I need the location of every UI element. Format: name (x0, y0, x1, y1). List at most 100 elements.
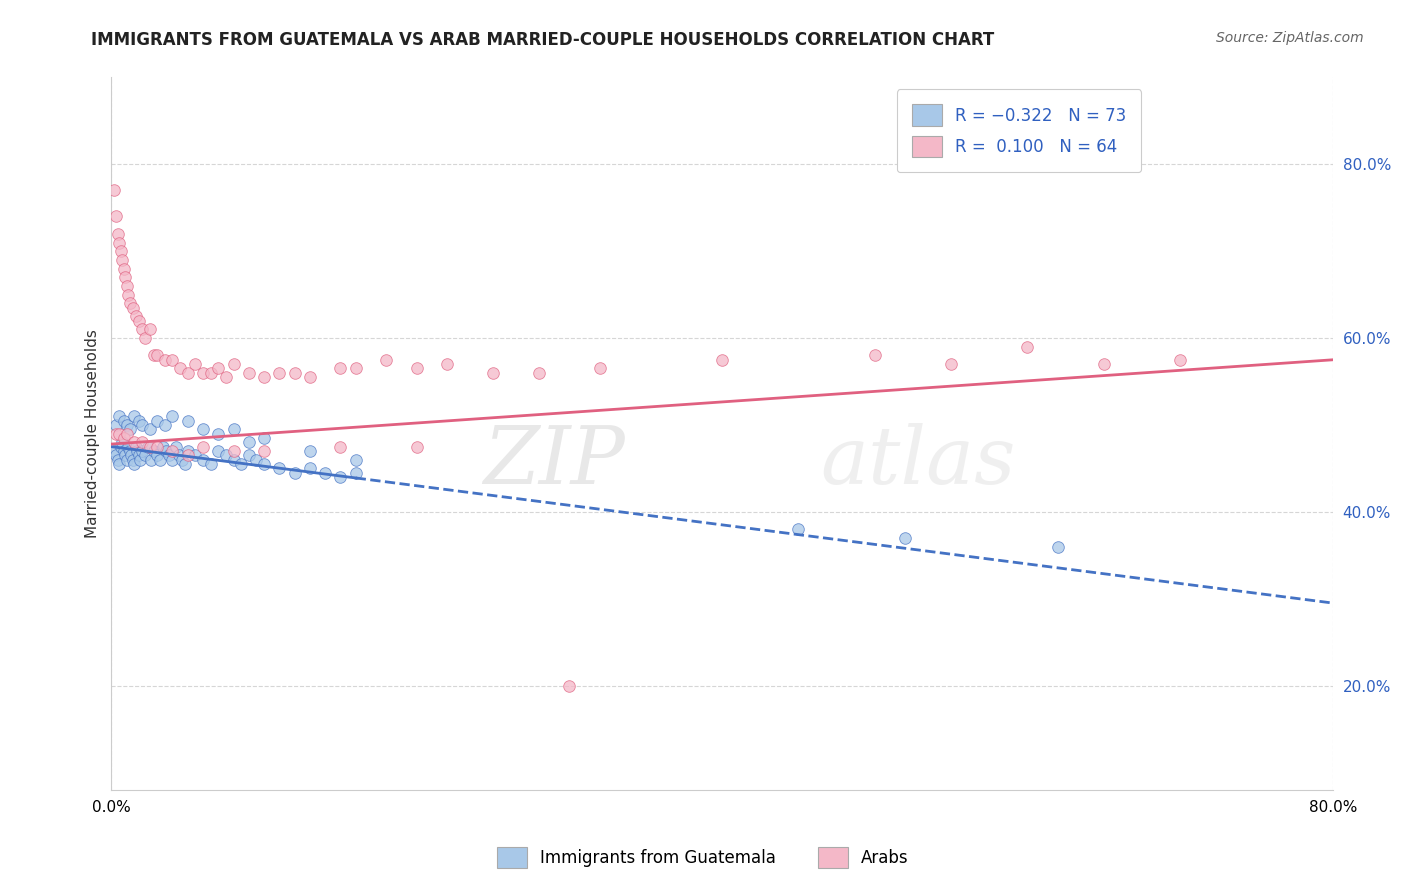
Point (589, 361, 612, 376)
Point (253, 370, 276, 384)
Point (200, 457, 222, 471)
Point (127, 444, 149, 458)
Point (118, 296, 141, 310)
Point (177, 414, 200, 428)
Point (269, 461, 291, 475)
Point (711, 352, 734, 367)
Point (115, 417, 138, 432)
Point (125, 310, 148, 324)
Point (269, 366, 291, 380)
Point (117, 287, 139, 301)
Point (152, 440, 174, 454)
Point (143, 348, 166, 362)
Point (894, 531, 917, 545)
Point (131, 435, 153, 450)
Point (405, 440, 427, 454)
Point (114, 270, 136, 285)
Point (215, 370, 238, 384)
Point (103, 444, 125, 458)
Point (222, 357, 245, 371)
Point (134, 331, 156, 345)
Point (177, 444, 200, 458)
Point (129, 452, 152, 467)
Point (344, 452, 367, 467)
Point (128, 314, 150, 328)
Point (222, 444, 245, 458)
Point (138, 440, 160, 454)
Point (482, 366, 505, 380)
Point (162, 409, 184, 424)
Point (238, 366, 260, 380)
Text: ZIP: ZIP (482, 424, 624, 501)
Point (104, 210, 127, 224)
Point (1046, 540, 1069, 554)
Point (215, 448, 238, 462)
Point (118, 444, 141, 458)
Point (527, 366, 550, 380)
Point (115, 452, 138, 467)
Point (863, 348, 886, 362)
Point (110, 440, 132, 454)
Point (121, 452, 143, 467)
Point (146, 348, 169, 362)
Point (139, 452, 162, 467)
Point (153, 417, 176, 432)
Point (329, 361, 352, 376)
Point (329, 470, 352, 484)
Point (191, 422, 214, 436)
Point (558, 679, 581, 693)
Point (131, 417, 153, 432)
Point (191, 366, 214, 380)
Point (104, 448, 127, 462)
Text: Source: ZipAtlas.com: Source: ZipAtlas.com (1216, 31, 1364, 45)
Point (1017, 340, 1039, 354)
Point (114, 448, 136, 462)
Point (222, 452, 245, 467)
Point (231, 457, 253, 471)
Point (162, 452, 184, 467)
Point (162, 444, 184, 458)
Point (184, 448, 207, 462)
Point (207, 426, 229, 441)
Point (112, 414, 135, 428)
Point (131, 322, 153, 336)
Point (298, 444, 321, 458)
Point (436, 357, 458, 371)
Point (344, 466, 367, 480)
Point (146, 448, 169, 462)
Point (200, 366, 222, 380)
Point (173, 457, 195, 471)
Point (1092, 357, 1115, 371)
Point (177, 366, 200, 380)
Point (104, 426, 127, 441)
Point (125, 440, 148, 454)
Point (115, 426, 138, 441)
Point (146, 414, 169, 428)
Point (162, 352, 184, 367)
Point (238, 448, 260, 462)
Point (117, 440, 139, 454)
Point (245, 452, 267, 467)
Point (787, 522, 810, 536)
Point (103, 183, 125, 197)
Point (120, 448, 142, 462)
Point (169, 361, 191, 376)
Point (107, 227, 129, 241)
Point (108, 235, 131, 250)
Point (284, 366, 307, 380)
Point (146, 440, 169, 454)
Point (207, 361, 229, 376)
Point (344, 361, 367, 376)
Point (143, 444, 166, 458)
Point (128, 448, 150, 462)
Point (165, 440, 187, 454)
Point (104, 417, 127, 432)
Y-axis label: Married-couple Households: Married-couple Households (86, 329, 100, 538)
Point (112, 261, 135, 276)
Point (207, 444, 229, 458)
Point (138, 322, 160, 336)
Point (108, 457, 131, 471)
Point (253, 457, 276, 471)
Point (1168, 352, 1191, 367)
Point (314, 466, 336, 480)
